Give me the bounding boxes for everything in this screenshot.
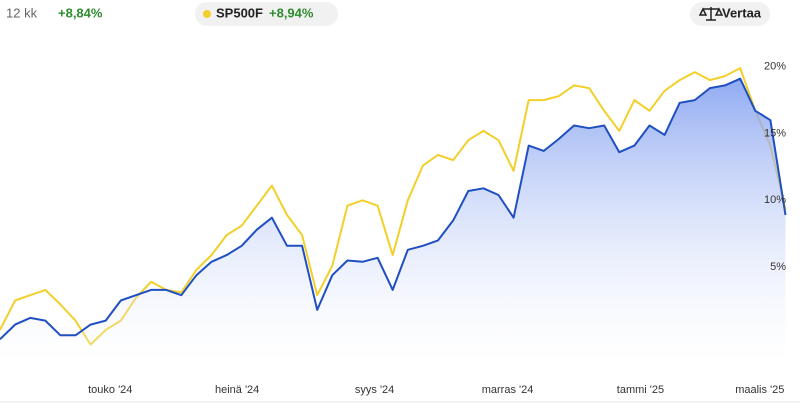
x-tick-label: heinä '24 — [215, 384, 259, 396]
area-fill — [0, 78, 786, 362]
legend-swatch — [203, 10, 211, 18]
compare-label: Vertaa — [722, 5, 762, 20]
compare-icon — [698, 7, 724, 21]
y-tick-label: 5% — [770, 261, 786, 273]
legend-pill[interactable] — [195, 2, 338, 26]
plot-area — [0, 67, 787, 362]
x-tick-label: marras '24 — [482, 384, 534, 396]
series-line — [0, 77, 787, 341]
change-label: +8,84% — [58, 5, 103, 20]
period-label: 12 kk — [6, 5, 38, 20]
y-tick-label: 20% — [764, 61, 786, 73]
legend-change: +8,94% — [269, 5, 314, 20]
legend-label: SP500F — [216, 5, 263, 20]
x-tick-label: maalis '25 — [735, 384, 784, 396]
x-tick-label: touko '24 — [88, 384, 132, 396]
y-tick-label: 10% — [764, 194, 786, 206]
x-tick-label: tammi '25 — [617, 384, 664, 396]
x-tick-label: syys '24 — [355, 384, 394, 396]
y-tick-label: 15% — [764, 127, 786, 139]
